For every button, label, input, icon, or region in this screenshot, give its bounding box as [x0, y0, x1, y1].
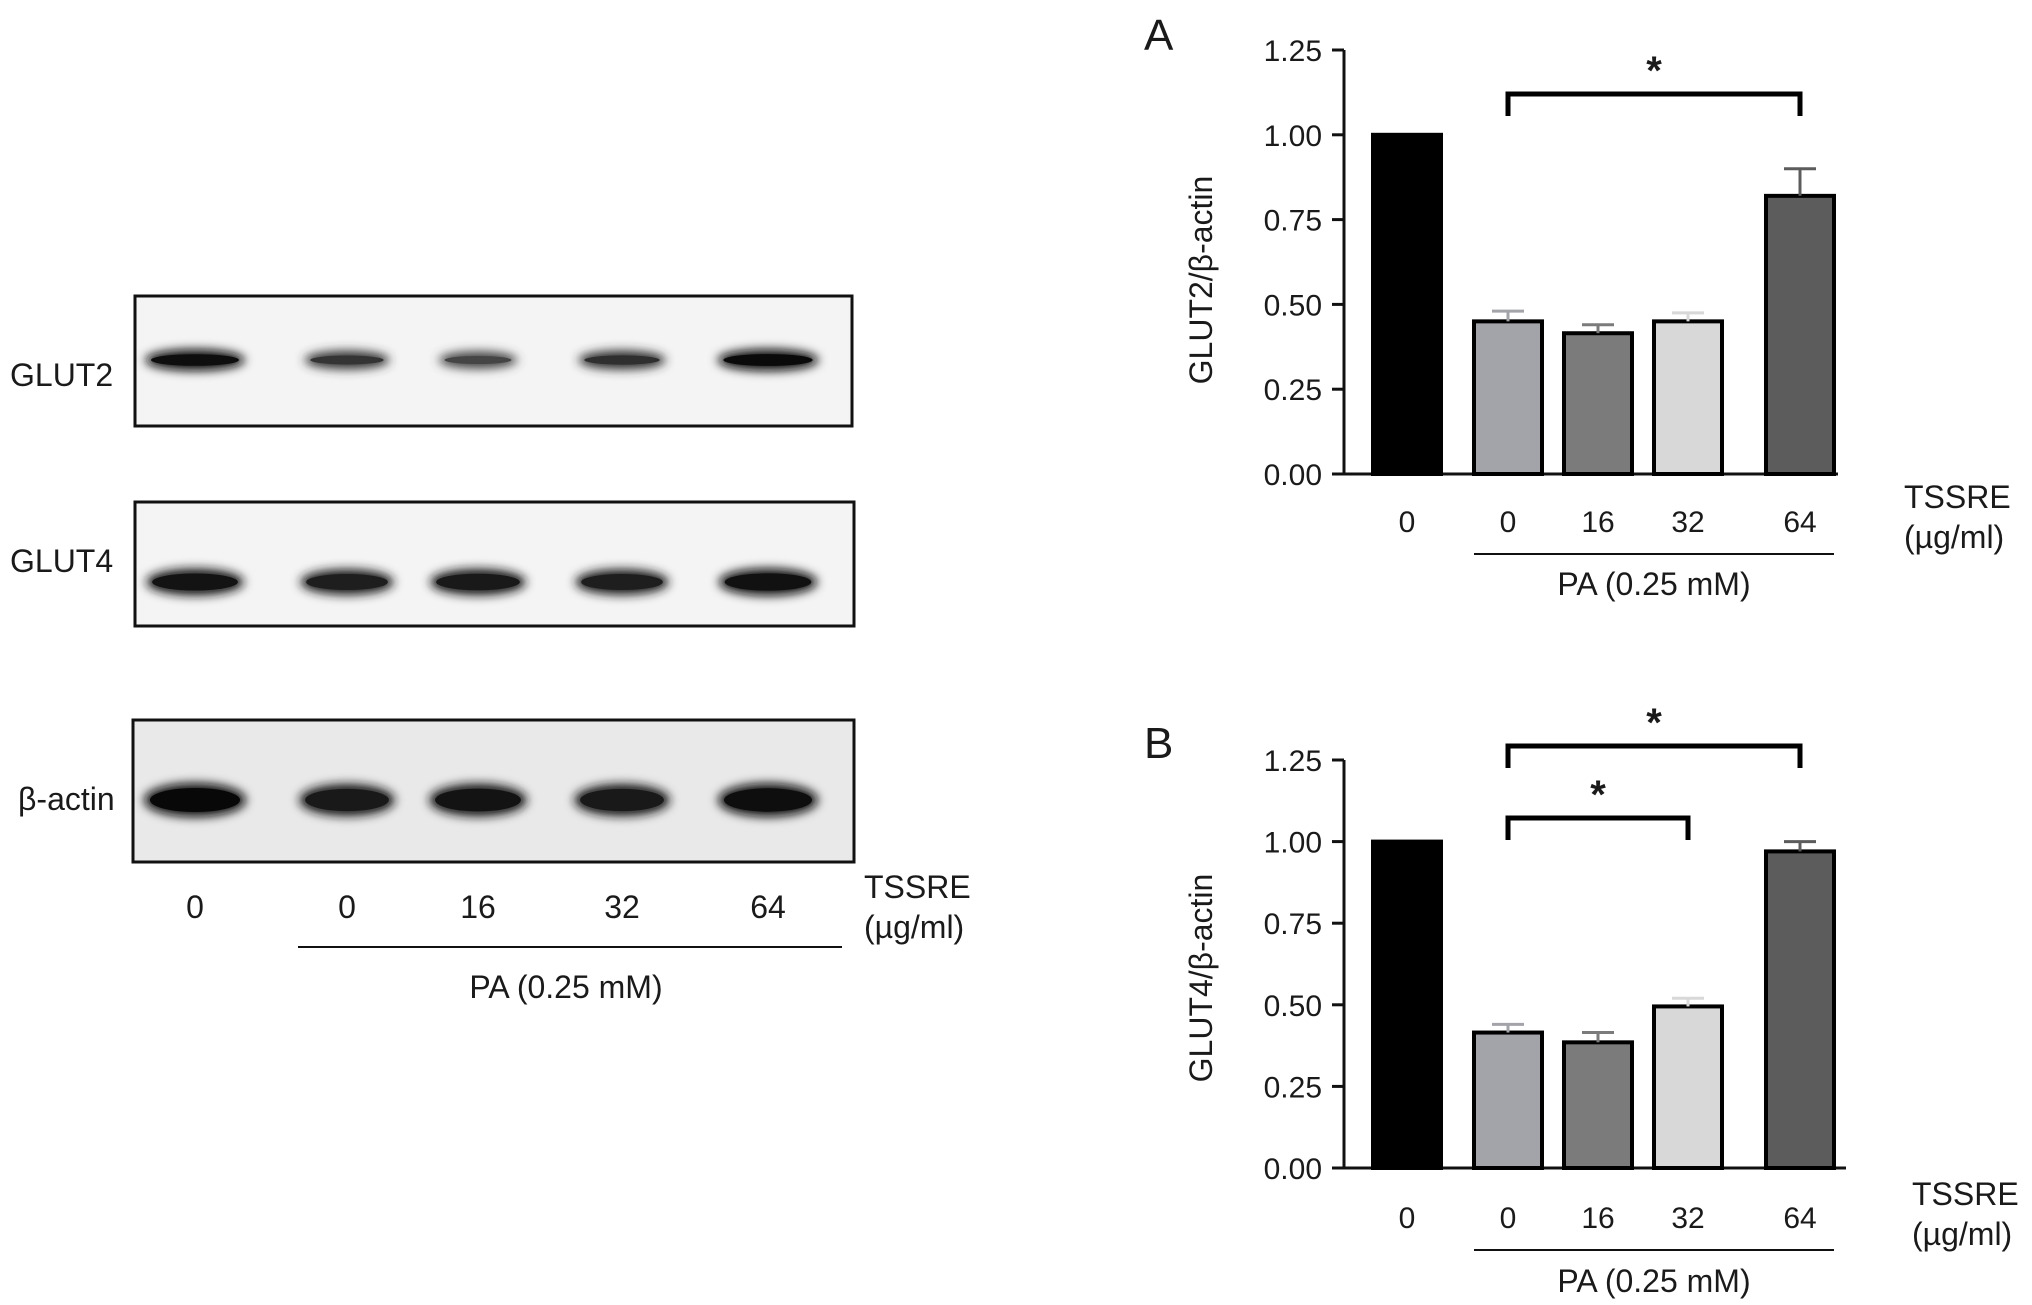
- y-tick-label: 0.50: [1264, 990, 1322, 1023]
- y-tick-label: 1.25: [1264, 35, 1322, 68]
- blot-band-core: [723, 354, 813, 366]
- bar: [1652, 1004, 1724, 1170]
- bar: [1371, 839, 1443, 1170]
- bar: [1764, 849, 1836, 1171]
- y-axis-title-b: GLUT4/β-actin: [1183, 874, 1219, 1083]
- x-tick-label: 0: [1500, 506, 1517, 539]
- treatment-label: PA (0.25 mM): [1557, 1263, 1750, 1299]
- bar: [1562, 331, 1634, 476]
- blot-lane-label: 32: [604, 889, 640, 925]
- y-tick-label: 0.00: [1264, 459, 1322, 492]
- blot-lane-label: 16: [460, 889, 496, 925]
- x-tick-label: 16: [1581, 1202, 1614, 1235]
- x-tick-label: 0: [1399, 506, 1416, 539]
- blot-band-core: [724, 573, 812, 591]
- x-unit-label: TSSRE: [1904, 479, 2011, 515]
- blot-row-glut2: GLUT2: [10, 294, 854, 428]
- panel-label-a: A: [1144, 11, 1174, 60]
- panel-label-b: B: [1144, 719, 1173, 768]
- y-tick-label: 0.50: [1264, 289, 1322, 322]
- blot-unit-label-sub: (µg/ml): [864, 909, 964, 945]
- bar: [1652, 319, 1724, 476]
- blot-band-core: [724, 788, 812, 812]
- blot-band-core: [150, 788, 240, 812]
- treatment-label: PA (0.25 mM): [1557, 566, 1750, 602]
- blot-band-core: [436, 573, 520, 591]
- x-tick-label: 32: [1671, 506, 1704, 539]
- blot-frame-glut4: [133, 500, 856, 628]
- x-tick-label: 0: [1500, 1202, 1517, 1235]
- blot-band-core: [444, 356, 512, 364]
- blot-band-core: [581, 573, 663, 591]
- bar: [1472, 1030, 1544, 1170]
- y-tick-label: 0.25: [1264, 1071, 1322, 1104]
- x-tick-label: 16: [1581, 506, 1614, 539]
- x-tick-label: 32: [1671, 1202, 1704, 1235]
- plot-area-a: 0.00 0.25 0.50 0.75 1.00 1.25 0 0 16 32 64 TSSRE (µg…: [1264, 35, 2011, 602]
- blot-band-core: [305, 788, 389, 812]
- x-tick-label: 64: [1783, 506, 1816, 539]
- y-tick-label: 1.25: [1264, 745, 1322, 778]
- x-tick-label: 64: [1783, 1202, 1816, 1235]
- blot-lane-labels: 0 0 16 32 64: [186, 889, 786, 925]
- significance-star: *: [1646, 701, 1662, 745]
- blot-treatment-label: PA (0.25 mM): [469, 969, 662, 1005]
- blot-band-core: [435, 788, 521, 812]
- blot-bands-glut4: [146, 568, 818, 596]
- chart-b: B GLUT4/β-actin 0.00 0.25 0.50 0.75 1.00 1.25…: [1144, 701, 2019, 1299]
- significance-star: *: [1590, 773, 1606, 817]
- y-tick-label: 1.00: [1264, 120, 1322, 153]
- x-unit-label-sub: (µg/ml): [1912, 1216, 2012, 1252]
- y-axis-title-a: GLUT2/β-actin: [1183, 176, 1219, 385]
- blot-label-glut2: GLUT2: [10, 357, 113, 393]
- significance-bracket: [1505, 743, 1803, 768]
- significance-bracket: [1505, 91, 1803, 116]
- chart-a: A GLUT2/β-actin 0.00 0.25 0.50 0.75 1.00 1.25…: [1144, 11, 2011, 602]
- blot-lane-label: 0: [338, 889, 356, 925]
- blot-unit-label: TSSRE: [864, 869, 971, 905]
- y-tick-label: 0.25: [1264, 374, 1322, 407]
- blot-band-core: [580, 788, 664, 812]
- x-unit-label-sub: (µg/ml): [1904, 519, 2004, 555]
- blot-lane-label: 64: [750, 889, 786, 925]
- plot-area-b: 0.00 0.25 0.50 0.75 1.00 1.25 0 0 16 32 64 TSSRE (µg…: [1264, 701, 2019, 1299]
- bar: [1472, 319, 1544, 476]
- blot-row-beta-actin: β-actin: [18, 718, 856, 864]
- bar: [1562, 1040, 1634, 1171]
- blot-row-glut4: GLUT4: [10, 500, 856, 628]
- significance-bracket: [1505, 815, 1691, 840]
- blot-bands-beta-actin: [144, 783, 818, 817]
- bar: [1371, 132, 1443, 477]
- x-tick-label: 0: [1399, 1202, 1416, 1235]
- y-tick-label: 0.75: [1264, 908, 1322, 941]
- y-tick-label: 1.00: [1264, 827, 1322, 860]
- blot-label-beta-actin: β-actin: [18, 781, 115, 817]
- blot-band-core: [151, 354, 239, 366]
- blot-bands-glut2: [145, 349, 819, 371]
- blot-band-core: [310, 355, 384, 365]
- y-tick-label: 0.00: [1264, 1153, 1322, 1186]
- bar: [1764, 193, 1836, 477]
- western-blot: GLUT2 GLUT4 β-actin 0 0 16 32 64 TSSRE (…: [10, 294, 971, 1005]
- y-tick-label: 0.75: [1264, 205, 1322, 238]
- significance-star: *: [1646, 49, 1662, 93]
- blot-band-core: [152, 573, 238, 591]
- blot-lane-label: 0: [186, 889, 204, 925]
- blot-band-core: [306, 573, 388, 591]
- blot-band-core: [584, 355, 660, 365]
- x-unit-label: TSSRE: [1912, 1176, 2019, 1212]
- blot-label-glut4: GLUT4: [10, 543, 113, 579]
